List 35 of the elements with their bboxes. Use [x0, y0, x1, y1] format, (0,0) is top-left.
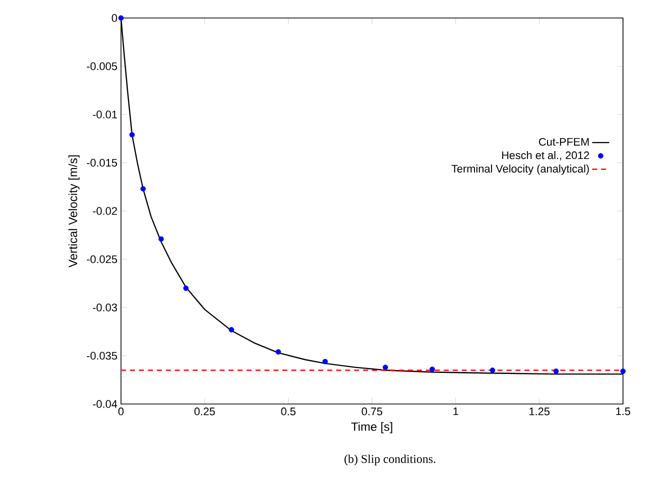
- x-tick-label: 1.5: [616, 408, 630, 416]
- x-tick-label: 1.25: [530, 408, 550, 416]
- x-axis-title: Time [s]: [351, 422, 392, 434]
- x-tick-label: 0.5: [281, 408, 296, 416]
- y-tick-label: -0.01: [92, 110, 117, 118]
- point: [322, 358, 328, 364]
- point: [118, 15, 124, 21]
- y-tick-label: -0.035: [86, 352, 118, 360]
- y-tick-label: 0: [112, 14, 118, 22]
- point: [490, 368, 496, 373]
- legend-label: Terminal Velocity (analytical): [452, 164, 589, 175]
- y-tick-label: -0.025: [86, 255, 118, 264]
- point: [129, 132, 135, 138]
- point: [183, 286, 189, 291]
- x-tick-label: 0.75: [362, 408, 382, 416]
- y-tick-label: -0.03: [92, 304, 117, 312]
- point: [553, 368, 559, 374]
- x-tick-label: 1: [453, 408, 458, 416]
- y-tick-label: -0.015: [86, 158, 118, 167]
- point: [158, 236, 164, 242]
- y-tick-label: -0.02: [92, 207, 117, 215]
- x-tick-label: 0: [118, 408, 124, 416]
- legend-label: Hesch et al., 2012: [502, 151, 590, 160]
- point: [276, 349, 281, 355]
- point: [382, 364, 388, 370]
- y-axis-title: Vertical Velocity [m/s]: [68, 155, 80, 268]
- point: [430, 366, 435, 372]
- point: [228, 327, 234, 332]
- y-tick-label: -0.04: [92, 400, 118, 408]
- y-tick-label: -0.005: [86, 62, 118, 70]
- legend-label: Cut-PFEM: [538, 138, 589, 146]
- point: [620, 368, 626, 374]
- point: [140, 186, 146, 192]
- text: (b) Slip conditions.: [344, 454, 436, 466]
- x-tick-label: 0.25: [194, 408, 215, 416]
